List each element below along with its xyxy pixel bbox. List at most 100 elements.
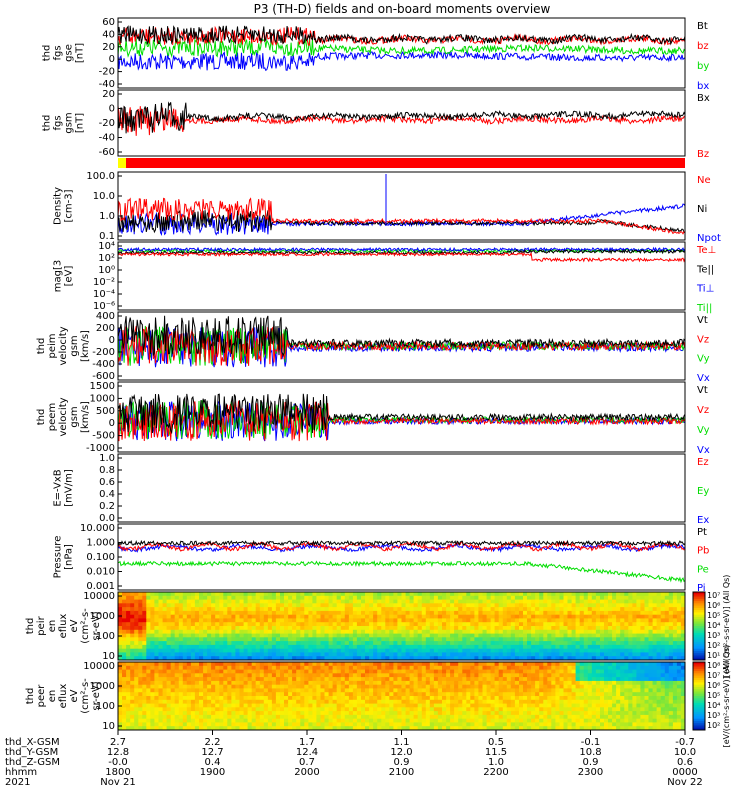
heat-cell [296,637,301,642]
heat-cell [519,656,524,661]
heat-cell [174,618,180,623]
series-line [117,25,686,46]
heat-cell [166,662,172,667]
heat-cell [539,703,544,708]
heat-cell [527,680,532,686]
heat-cell [555,626,560,631]
heat-cell [519,614,524,619]
heat-cell [150,665,155,670]
heat-cell [207,633,212,638]
colorbar-segment [693,650,705,654]
heat-cell [519,669,524,674]
heat-cell [563,618,568,623]
heat-cell [547,614,552,619]
heat-cell [640,607,645,612]
heat-cell [227,603,232,608]
heat-cell [620,618,625,623]
legend-entry: bz [697,41,709,52]
heat-cell [555,699,560,704]
heat-cell [397,614,402,619]
heat-cell [632,656,637,661]
heat-cell [425,669,431,674]
heat-cell [280,641,285,646]
heat-cell [170,699,176,704]
heat-cell [328,599,334,604]
heat-cell [543,707,548,712]
y-axis-label: sr-eV) [91,611,102,640]
heat-cell [194,629,200,634]
heat-cell [474,648,479,653]
heat-cell [247,618,253,623]
heat-cell [162,622,168,627]
heat-cell [352,599,358,604]
heat-cell [243,610,249,616]
heat-cell [632,599,637,604]
heat-cell [583,599,589,604]
heat-cell [417,637,423,642]
heat-cell [215,699,220,704]
heat-cell [207,603,212,608]
heat-cell [130,688,135,693]
heat-cell [231,603,236,608]
heat-cell [608,669,613,674]
heat-cell [490,641,496,646]
heat-cell [413,633,419,638]
heat-cell [510,722,516,727]
heat-cell [259,707,265,712]
heat-cell [340,599,346,604]
heat-cell [356,614,362,619]
heat-cell [178,603,184,608]
heat-cell [215,595,220,600]
heat-cell [154,599,159,604]
heat-cell [150,610,155,616]
heat-cell [251,669,257,674]
heat-cell [600,714,605,720]
heat-cell [583,626,589,631]
heat-cell [535,718,540,723]
heat-cell [636,656,641,661]
heat-cell [348,652,354,657]
heat-cell [600,680,605,686]
heat-cell [340,688,346,693]
heat-cell [393,699,398,704]
heat-cell [170,592,176,597]
heat-cell [150,644,155,650]
heat-cell [498,726,504,731]
heat-cell [203,722,208,727]
heat-cell [474,665,479,670]
heat-cell [365,665,370,670]
heat-cell [365,711,370,716]
heat-cell [385,718,390,723]
heat-cell [385,629,390,634]
heat-cell [344,669,350,674]
heat-cell [243,711,249,716]
heat-cell [166,680,172,686]
heat-cell [425,595,431,600]
heat-cell [405,622,411,627]
heat-cell [243,699,249,704]
heat-cell [575,680,581,686]
heat-cell [130,707,135,712]
heat-cell [454,726,459,731]
heat-cell [502,629,508,634]
heat-cell [227,595,232,600]
heat-cell [267,614,273,619]
heat-cell [158,707,163,712]
heat-cell [600,669,605,674]
heat-cell [211,673,216,678]
heat-cell [648,614,653,619]
heat-cell [126,618,131,623]
heat-cell [567,595,572,600]
heat-cell [466,652,471,657]
heat-cell [417,607,423,612]
heat-cell [672,607,678,612]
panel-frame [117,523,686,591]
heat-cell [215,626,220,631]
heat-cell [235,714,240,720]
heat-cell [559,607,564,612]
heat-cell [203,688,208,693]
heat-cell [547,726,552,731]
heat-cell [608,595,613,600]
heat-cell [425,633,431,638]
heat-cell [296,711,301,716]
